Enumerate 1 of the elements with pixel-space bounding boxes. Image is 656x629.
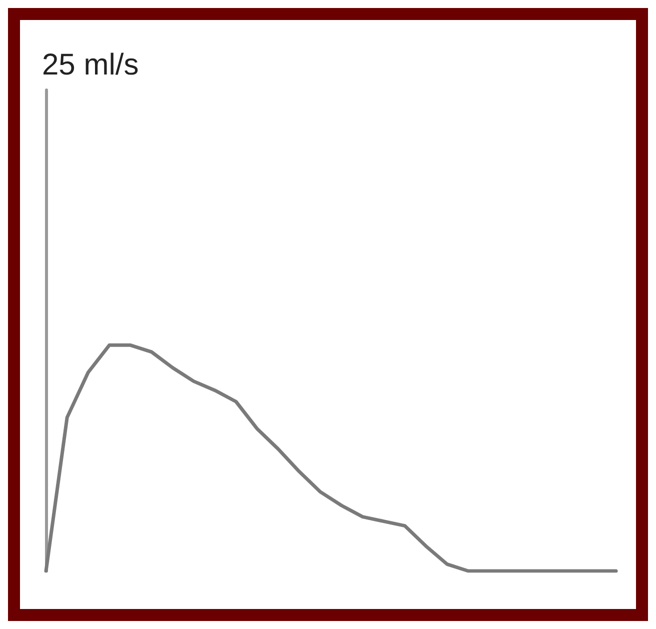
text: 25 ml/s bbox=[42, 48, 139, 82]
